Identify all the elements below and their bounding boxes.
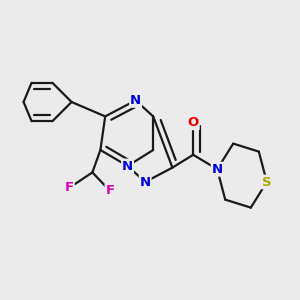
Text: N: N (130, 94, 141, 107)
Text: N: N (212, 163, 223, 176)
Text: F: F (65, 181, 74, 194)
Text: O: O (188, 116, 199, 129)
Text: F: F (105, 184, 115, 197)
Text: N: N (140, 176, 151, 188)
Text: N: N (122, 160, 133, 172)
Text: S: S (262, 176, 272, 188)
